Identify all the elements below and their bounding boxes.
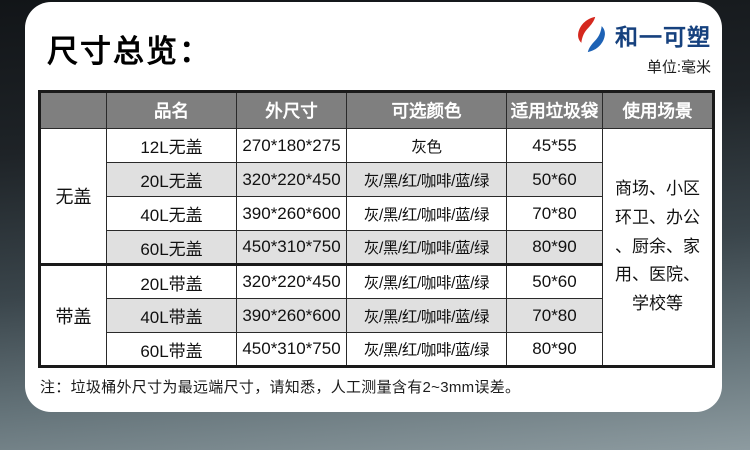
bag-size-cell: 70*80 xyxy=(506,298,603,333)
colors-cell: 灰/黑/红/咖啡/蓝/绿 xyxy=(346,196,507,231)
product-name-cell: 60L无盖 xyxy=(106,230,237,265)
product-name-cell: 20L无盖 xyxy=(106,162,237,197)
bag-size-cell: 50*60 xyxy=(506,263,603,299)
bag-size-cell: 50*60 xyxy=(506,162,603,197)
note-text: 注：垃圾桶外尺寸为最远端尺寸，请知悉，人工测量含有2~3mm误差。 xyxy=(40,379,521,396)
colors-cell: 灰/黑/红/咖啡/蓝/绿 xyxy=(346,332,507,367)
content-card: 尺寸总览： 和一可塑 单位:毫米 品名 外尺寸 可选颜色 适用垃圾袋 xyxy=(25,2,722,412)
product-name-cell: 60L带盖 xyxy=(106,332,237,367)
column-header-bag-size: 适用垃圾袋 xyxy=(506,91,603,129)
spec-table: 品名 外尺寸 可选颜色 适用垃圾袋 使用场景 无盖 12L无盖 270*180*… xyxy=(38,90,715,368)
header-row: 品名 外尺寸 可选颜色 适用垃圾袋 使用场景 xyxy=(39,91,714,129)
table-row: 40L带盖 390*260*600 灰/黑/红/咖啡/蓝/绿 70*80 xyxy=(40,298,714,333)
colors-cell: 灰色 xyxy=(346,128,507,163)
page-title: 尺寸总览： xyxy=(47,34,212,69)
corner-header-cell xyxy=(39,91,107,129)
colors-cell: 灰/黑/红/咖啡/蓝/绿 xyxy=(346,298,507,333)
bag-size-cell: 70*80 xyxy=(506,196,603,231)
column-header-color-options: 可选颜色 xyxy=(346,91,507,129)
flame-swirl-logo-icon xyxy=(573,16,610,53)
usage-scenarios-cell: 商场、小区环卫、办公、厨余、家用、医院、学校等 xyxy=(602,128,714,367)
dimensions-cell: 270*180*275 xyxy=(236,128,347,163)
product-name-cell: 20L带盖 xyxy=(106,263,237,299)
table-row: 20L无盖 320*220*450 灰/黑/红/咖啡/蓝/绿 50*60 xyxy=(40,162,714,197)
dimensions-cell: 450*310*750 xyxy=(236,332,347,367)
table-row: 60L无盖 450*310*750 灰/黑/红/咖啡/蓝/绿 80*90 xyxy=(40,230,714,265)
group-cell-with-lid: 带盖 xyxy=(39,263,107,367)
colors-cell: 灰/黑/红/咖啡/蓝/绿 xyxy=(346,230,507,265)
column-header-usage-scenarios: 使用场景 xyxy=(602,91,714,129)
dimensions-cell: 390*260*600 xyxy=(236,298,347,333)
table-row: 无盖 12L无盖 270*180*275 灰色 45*55 商场、小区环卫、办公… xyxy=(39,128,714,367)
bag-size-cell: 45*55 xyxy=(506,128,603,163)
colors-cell: 灰/黑/红/咖啡/蓝/绿 xyxy=(346,263,507,299)
table-row: 60L带盖 450*310*750 灰/黑/红/咖啡/蓝/绿 80*90 xyxy=(40,332,714,367)
table-row: 40L无盖 390*260*600 灰/黑/红/咖啡/蓝/绿 70*80 xyxy=(40,196,714,231)
table-row: 带盖 20L带盖 320*220*450 灰/黑/红/咖啡/蓝/绿 50*60 xyxy=(39,263,714,367)
product-name-cell: 40L带盖 xyxy=(106,298,237,333)
logo: 和一可塑 单位:毫米 xyxy=(573,16,711,77)
dimensions-cell: 390*260*600 xyxy=(236,196,347,231)
colors-cell: 灰/黑/红/咖啡/蓝/绿 xyxy=(346,162,507,197)
product-name-cell: 40L无盖 xyxy=(106,196,237,231)
brand-name: 和一可塑 xyxy=(615,23,711,50)
column-header-outer-dimensions: 外尺寸 xyxy=(236,91,347,129)
unit-label: 单位:毫米 xyxy=(646,59,711,76)
column-header-product-name: 品名 xyxy=(106,91,237,129)
group-cell-no-lid: 无盖 xyxy=(39,128,107,265)
bag-size-cell: 80*90 xyxy=(506,332,603,367)
bag-size-cell: 80*90 xyxy=(506,230,603,265)
dimensions-cell: 450*310*750 xyxy=(236,230,347,265)
dimensions-cell: 320*220*450 xyxy=(236,162,347,197)
dimensions-cell: 320*220*450 xyxy=(236,263,347,299)
product-name-cell: 12L无盖 xyxy=(106,128,237,163)
